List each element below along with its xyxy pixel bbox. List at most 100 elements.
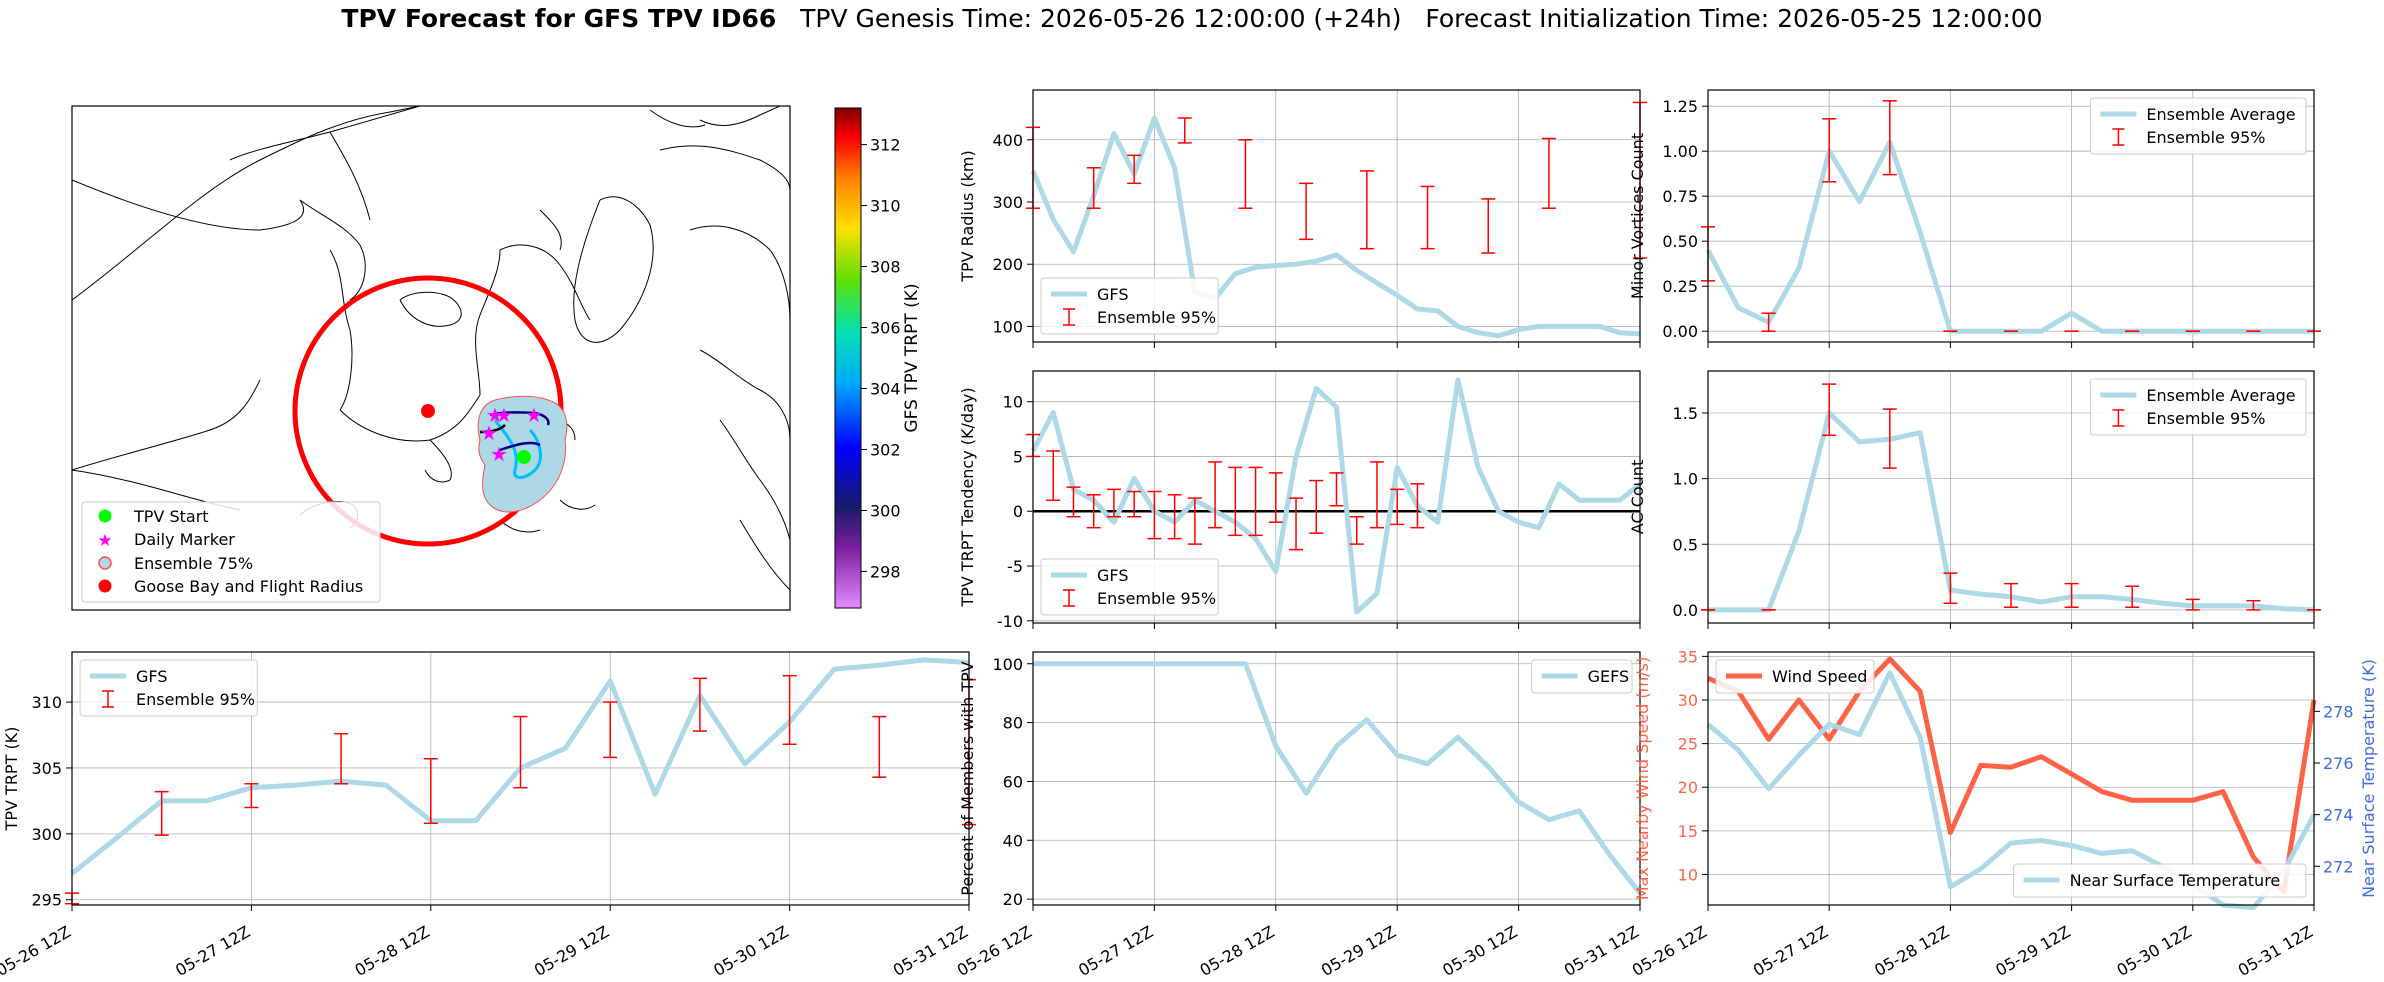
legend: GFS Ensemble 95% xyxy=(79,659,258,717)
y-tick-label: 20 xyxy=(1678,778,1698,797)
axes-frame xyxy=(1032,370,1641,624)
colorbar-tick-label: 310 xyxy=(870,197,901,216)
legend-label: Wind Speed xyxy=(1772,667,1867,686)
x-tick-label: 05-30 12Z xyxy=(2114,922,2195,980)
svg-text:★: ★ xyxy=(495,403,513,427)
y-axis-label: AC Count xyxy=(1628,460,1647,534)
legend: GEFS xyxy=(1531,659,1633,694)
axes-frame xyxy=(1707,370,2315,624)
y-tick-label: 400 xyxy=(992,131,1023,150)
colorbar-tick-label: 302 xyxy=(870,440,901,459)
colorbar-tick-label: 312 xyxy=(870,136,901,155)
ensemble-tracks xyxy=(479,411,550,479)
panel-minor: 0.00 0.25 0.50 0.75 1.00 1.25 Minor Vortices C… xyxy=(1628,89,2321,348)
y-axis-label: Percent of Members with TPV xyxy=(958,661,977,895)
legend-frame xyxy=(2089,97,2307,155)
panel-percent: 05-26 12Z 05-27 12Z 05-28 12Z 05-29 12Z 05-3… xyxy=(954,651,1642,980)
y-tick-label: 300 xyxy=(992,193,1023,212)
y-tick-label: 0 xyxy=(1013,502,1023,521)
y-tick-label: 100 xyxy=(992,317,1023,336)
y-tick-label: 10 xyxy=(1678,865,1698,884)
legend-daily-marker-icon: ★ xyxy=(97,531,112,551)
legend-label: GFS xyxy=(1097,566,1128,585)
y-tick-label: 1.0 xyxy=(1673,470,1698,489)
series-line-gfs xyxy=(1030,377,1642,615)
colorbar-tick-label: 304 xyxy=(870,379,901,398)
legend: Ensemble Average Ensemble 95% xyxy=(2089,378,2307,436)
y-tick-label: 0.0 xyxy=(1673,601,1698,620)
x-tick-label: 05-29 12Z xyxy=(1992,922,2073,980)
y-tick-label: 20 xyxy=(1003,890,1023,909)
axes-frame xyxy=(1032,651,1641,906)
y-tick-label: 15 xyxy=(1678,822,1698,841)
series-line-near-surface-temperature xyxy=(1706,670,2317,911)
figure-title: TPV Forecast for GFS TPV ID66 TPV Genesi… xyxy=(0,4,2384,33)
y-tick-label: 10 xyxy=(1003,393,1023,412)
y-tick-label: 0.5 xyxy=(1673,535,1698,554)
legend-label: Ensemble 95% xyxy=(2146,409,2265,428)
legend-frame xyxy=(2089,378,2307,436)
y-tick-label: 35 xyxy=(1678,647,1698,666)
svg-text:★: ★ xyxy=(486,403,504,427)
y-right-tick-label: 276 xyxy=(2323,754,2354,773)
y-tick-label: 0.25 xyxy=(1662,277,1698,296)
y-right-tick-label: 272 xyxy=(2323,857,2354,876)
x-tick-label: 05-29 12Z xyxy=(531,922,612,980)
x-tick-label: 05-30 12Z xyxy=(710,922,791,980)
y-axis-label: Minor Vortices Count xyxy=(1628,133,1647,299)
legend-frame xyxy=(2013,863,2307,898)
axes-frame xyxy=(71,651,970,906)
series-line-ensemble-average xyxy=(1708,410,2315,613)
y-axis-label: Max Nearby Wind Speed (m/s) xyxy=(1633,657,1652,900)
y-right-tick-label: 278 xyxy=(2323,702,2354,721)
series-line-gefs xyxy=(1033,661,1642,895)
legend-label: Ensemble Average xyxy=(2146,105,2295,124)
y-tick-label: 40 xyxy=(1003,831,1023,850)
legend-label: GEFS xyxy=(1588,667,1630,686)
y-tick-label: 0.00 xyxy=(1662,322,1698,341)
x-tick-label: 05-27 12Z xyxy=(1075,922,1156,980)
y-tick-label: 5 xyxy=(1013,447,1023,466)
panel-trpt: 05-26 12Z 05-27 12Z 05-28 12Z 05-29 12Z 05-3… xyxy=(0,651,976,980)
axes-frame xyxy=(1032,89,1641,343)
colorbar-tick-label: 300 xyxy=(870,501,901,520)
legend-label: Ensemble 95% xyxy=(1097,589,1216,608)
panel-radius: 100 200 300 400 TPV Radius (km) GFS Ensemble 9… xyxy=(958,89,1647,348)
y-tick-label: 305 xyxy=(31,759,62,778)
svg-text:★: ★ xyxy=(490,442,508,466)
legend-label: Ensemble 95% xyxy=(2146,128,2265,147)
map-panel: ★ ★ ★ ★ ★ ★ TPV Start Daily Marker Ensem… xyxy=(71,105,791,611)
legend-ensemble-icon xyxy=(98,556,112,570)
x-tick-label: 05-27 12Z xyxy=(1750,922,1831,980)
y-tick-label: 200 xyxy=(992,255,1023,274)
x-tick-label: 05-29 12Z xyxy=(1318,922,1399,980)
legend-label: Ensemble 95% xyxy=(136,690,255,709)
x-tick-label: 05-28 12Z xyxy=(1871,922,1952,980)
y-tick-label: 80 xyxy=(1003,714,1023,733)
legend: Ensemble Average Ensemble 95% xyxy=(2089,97,2307,155)
x-tick-label: 05-31 12Z xyxy=(1561,922,1642,980)
y-tick-label: 0.50 xyxy=(1662,232,1698,251)
y-right-tick-label: 274 xyxy=(2323,806,2354,825)
y-tick-label: 30 xyxy=(1678,691,1698,710)
legend-goose-bay-icon xyxy=(98,579,112,593)
colorbar-tick-label: 298 xyxy=(870,562,901,581)
series-line-ensemble-average xyxy=(1705,139,2314,334)
x-tick-label: 05-26 12Z xyxy=(1629,922,1710,980)
y-tick-label: 60 xyxy=(1003,772,1023,791)
legend: Wind Speed xyxy=(1715,659,1875,694)
legend-frame xyxy=(1715,659,1875,694)
figure-title-bold: TPV Forecast for GFS TPV ID66 xyxy=(341,4,777,33)
x-tick-label: 05-28 12Z xyxy=(1197,922,1278,980)
map-legend: ★ TPV Start Daily Marker Ensemble 75% Go… xyxy=(81,501,381,603)
legend-label: GFS xyxy=(136,667,167,686)
legend-label: Ensemble Average xyxy=(2146,386,2295,405)
legend-tpv-start-icon xyxy=(98,509,112,523)
series-line-wind-speed xyxy=(1707,656,2317,895)
legend-label: Ensemble 95% xyxy=(1097,308,1216,327)
y-tick-label: 100 xyxy=(992,655,1023,674)
y-tick-label: -5 xyxy=(1007,557,1023,576)
y-tick-label: -10 xyxy=(997,612,1023,631)
